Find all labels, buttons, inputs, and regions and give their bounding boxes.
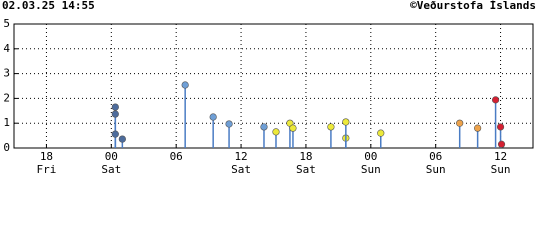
marker: [118, 135, 126, 143]
y-tick-label: 1: [3, 116, 10, 129]
marker: [111, 130, 119, 138]
marker: [456, 119, 464, 127]
day-label: Sat: [296, 163, 316, 175]
y-tick-label: 5: [3, 17, 10, 30]
y-tick-label: 4: [3, 42, 10, 55]
marker: [181, 81, 189, 89]
day-label: Sun: [491, 163, 511, 175]
marker: [272, 128, 280, 136]
marker: [474, 124, 482, 132]
marker: [111, 110, 119, 118]
marker: [209, 113, 217, 121]
x-tick-label: 18: [299, 150, 312, 163]
marker: [377, 129, 385, 137]
marker: [342, 118, 350, 126]
marker: [497, 140, 506, 148]
marker: [260, 123, 268, 131]
y-tick-label: 2: [3, 91, 10, 104]
marker: [111, 103, 119, 111]
chart: 02.03.25 14:55 ©Veðurstofa Íslands 01234…: [2, 0, 536, 175]
x-tick-label: 12: [494, 150, 507, 163]
marker: [491, 96, 500, 104]
marker: [496, 123, 505, 131]
marker: [225, 120, 233, 128]
x-tick-label: 06: [429, 150, 442, 163]
day-label: Sun: [426, 163, 446, 175]
day-label: Sat: [101, 163, 121, 175]
plot-area: [13, 23, 534, 149]
y-tick-label: 3: [3, 67, 10, 80]
x-tick-label: 12: [234, 150, 247, 163]
x-tick-label: 00: [364, 150, 377, 163]
marker: [289, 124, 297, 132]
day-label: Sun: [361, 163, 381, 175]
credit: ©Veðurstofa Íslands: [410, 0, 536, 12]
day-label: Sat: [231, 163, 251, 175]
marker: [327, 123, 335, 131]
timestamp: 02.03.25 14:55: [2, 0, 95, 12]
x-tick-label: 18: [40, 150, 53, 163]
x-tick-label: 06: [170, 150, 183, 163]
day-label: Fri: [37, 163, 57, 175]
y-tick-label: 0: [3, 141, 10, 154]
x-tick-label: 00: [105, 150, 118, 163]
